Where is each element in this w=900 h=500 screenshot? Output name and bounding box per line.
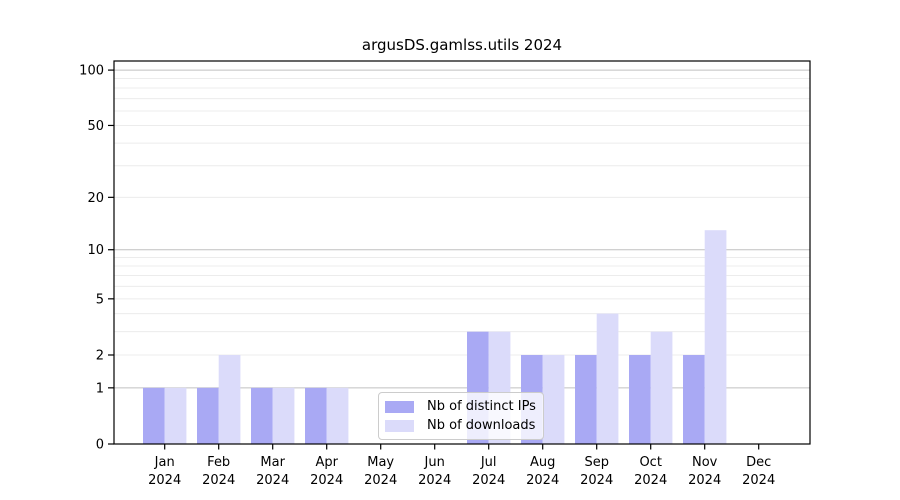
x-tick-label-year: 2024 xyxy=(634,473,667,488)
chart-title: argusDS.gamlss.utils 2024 xyxy=(361,36,563,54)
bar-distinct-ips-nov xyxy=(683,354,705,444)
legend-label-downloads: Nb of downloads xyxy=(427,418,536,433)
x-tick-label-year: 2024 xyxy=(742,473,775,488)
x-tick-label-year: 2024 xyxy=(472,473,505,488)
plot-border xyxy=(113,60,811,445)
bar-downloads-sep xyxy=(596,313,619,444)
legend-item-distinct-ips: Nb of distinct IPs xyxy=(385,397,536,416)
y-tick-label: 100 xyxy=(79,64,104,79)
x-tick-label-month: Jul xyxy=(480,455,497,470)
bar-downloads-nov xyxy=(704,230,727,444)
y-tick-label: 0 xyxy=(96,438,104,453)
legend-swatch-downloads xyxy=(385,419,414,432)
bar-distinct-ips-oct xyxy=(629,354,651,444)
y-tick-label: 50 xyxy=(87,119,104,134)
legend-box: Nb of distinct IPs Nb of downloads xyxy=(378,392,544,440)
bar-downloads-apr xyxy=(326,387,349,444)
bar-distinct-ips-jan xyxy=(143,387,165,444)
x-tick-label-month: Jan xyxy=(154,455,175,470)
y-tick-label: 20 xyxy=(87,191,104,206)
y-tick-label: 10 xyxy=(87,243,104,258)
x-tick-label-year: 2024 xyxy=(202,473,235,488)
bar-downloads-jan xyxy=(164,387,187,444)
x-tick-label-month: Oct xyxy=(639,455,661,470)
legend-item-downloads: Nb of downloads xyxy=(385,416,535,435)
bar-downloads-aug xyxy=(542,354,565,444)
y-tick-label: 5 xyxy=(96,292,104,307)
x-tick-label-month: Mar xyxy=(260,455,285,470)
x-tick-label-month: Dec xyxy=(746,455,771,470)
x-tick-label-month: Jun xyxy=(424,455,445,470)
legend-swatch-distinct-ips xyxy=(385,400,414,413)
x-tick-label-year: 2024 xyxy=(256,473,289,488)
x-tick-label-year: 2024 xyxy=(580,473,613,488)
x-tick-label-year: 2024 xyxy=(418,473,451,488)
bar-distinct-ips-apr xyxy=(305,387,327,444)
x-tick-label-month: Apr xyxy=(315,455,338,470)
bar-distinct-ips-feb xyxy=(197,387,219,444)
x-tick-label-month: Feb xyxy=(207,455,230,470)
x-tick-label-month: May xyxy=(367,455,394,470)
bar-distinct-ips-sep xyxy=(575,354,597,444)
x-tick-label-year: 2024 xyxy=(688,473,721,488)
x-tick-label-month: Nov xyxy=(692,455,718,470)
y-tick-label: 2 xyxy=(96,348,104,363)
x-tick-label-year: 2024 xyxy=(148,473,181,488)
bar-downloads-oct xyxy=(650,331,673,444)
x-tick-label-month: Aug xyxy=(530,455,555,470)
x-tick-label-year: 2024 xyxy=(310,473,343,488)
bar-downloads-mar xyxy=(272,387,295,444)
x-tick-label-year: 2024 xyxy=(364,473,397,488)
bar-distinct-ips-mar xyxy=(251,387,273,444)
bar-downloads-feb xyxy=(218,354,241,444)
x-tick-label-year: 2024 xyxy=(526,473,559,488)
x-tick-label-month: Sep xyxy=(584,455,609,470)
legend-label-distinct-ips: Nb of distinct IPs xyxy=(427,399,536,414)
y-tick-label: 1 xyxy=(96,381,104,396)
